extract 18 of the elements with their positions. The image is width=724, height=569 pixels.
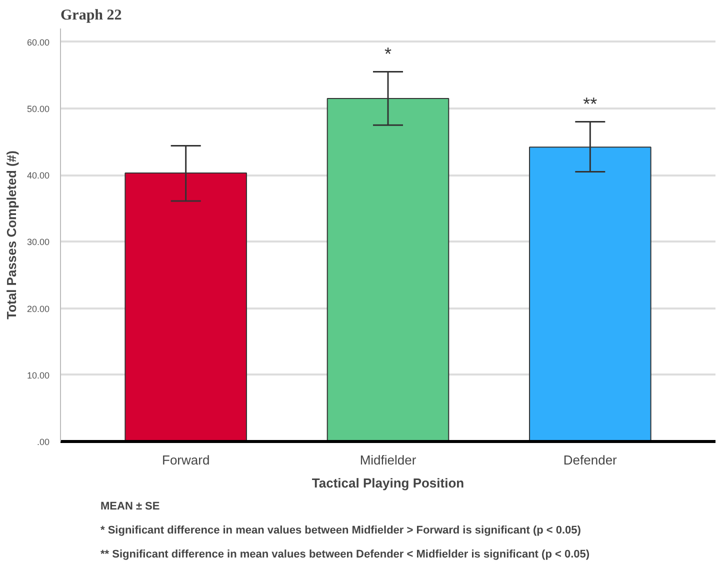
y-tick-label: 20.00	[26, 304, 50, 314]
y-tick-label: .00	[36, 437, 50, 447]
annotation: *	[384, 44, 392, 64]
x-tick-label: Forward	[162, 452, 210, 468]
y-tick-label: 60.00	[26, 37, 50, 48]
y-axis-title: Total Passes Completed (#)	[4, 150, 19, 320]
y-tick-label: 10.00	[26, 370, 50, 380]
x-tick-label: Midfielder	[360, 452, 417, 468]
annotation: **	[583, 94, 598, 114]
text: * Significant difference in mean values between Midfielder > Forward is significant (p < 0.05)	[100, 524, 582, 536]
y-tick-label: 40.00	[26, 170, 50, 181]
x-axis-title: Tactical Playing Position	[312, 476, 464, 490]
text: MEAN ± SE	[100, 500, 160, 512]
y-tick-label: 30.00	[26, 237, 50, 248]
y-tick-label: 50.00	[26, 104, 50, 114]
chart-title: Graph 22	[60, 8, 122, 24]
text: ** Significant difference in mean values between Defender < Midfielder is significant (p < 0.05)	[100, 548, 590, 560]
x-tick-label: Defender	[563, 452, 618, 468]
